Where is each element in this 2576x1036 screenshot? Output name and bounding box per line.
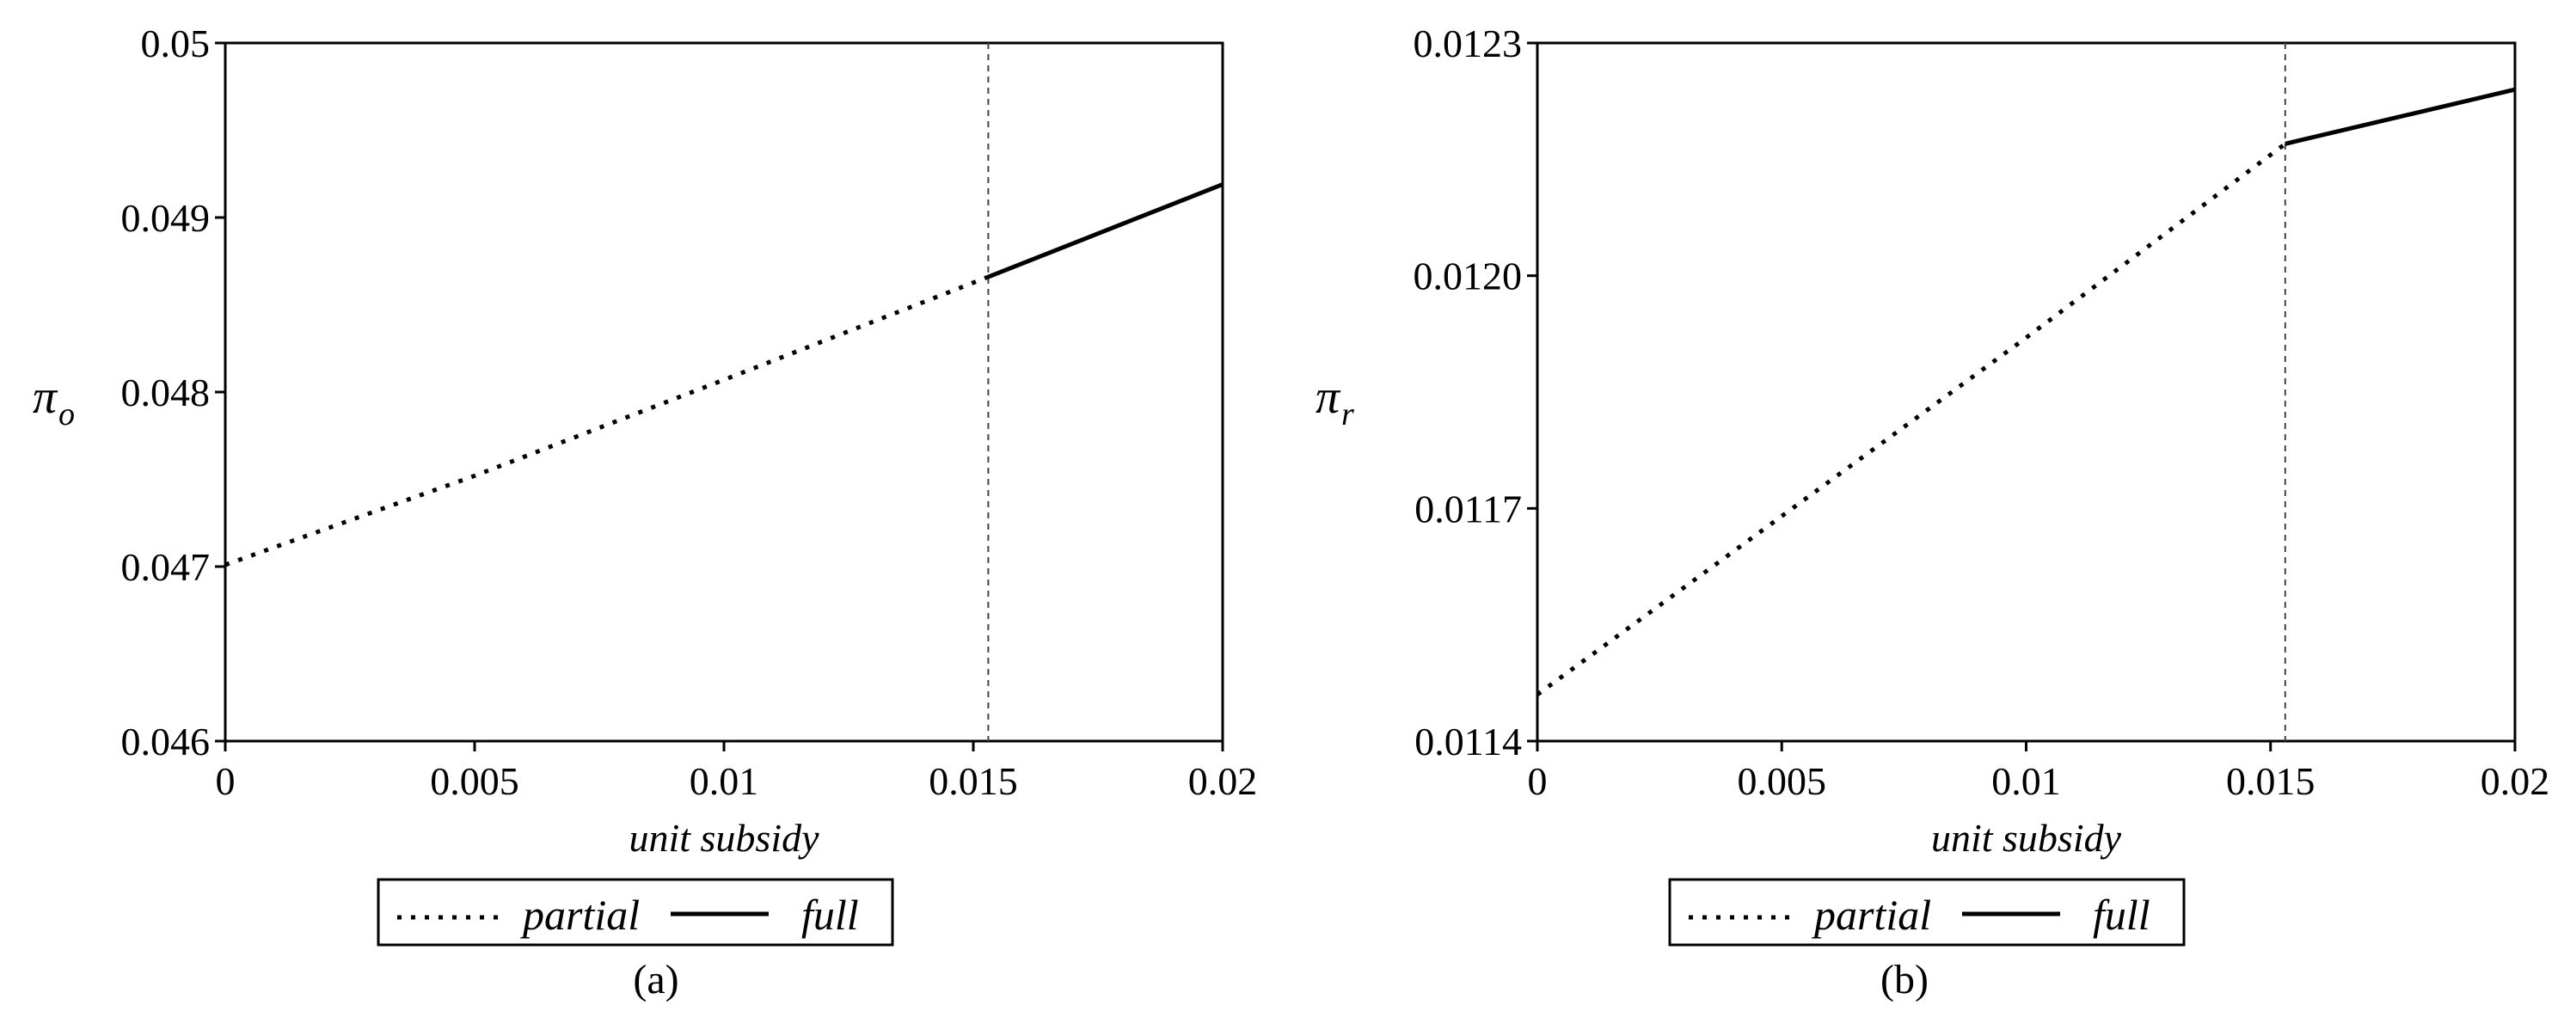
y-tick-label: 0.048 [121, 371, 211, 414]
plot-frame [224, 41, 1224, 743]
x-axis-title: unit subsidy [1931, 816, 2122, 860]
y-tick-label: 0.047 [121, 545, 211, 589]
x-tick-label: 0 [1528, 759, 1548, 803]
y-tick-label: 0.046 [121, 720, 211, 763]
legend-box [377, 878, 894, 947]
y-axis-title: π [1316, 371, 1341, 424]
series-line-partial [224, 274, 990, 567]
legend-label-partial: partial [520, 891, 640, 939]
legend-label-partial: partial [1812, 891, 1931, 939]
legend-label-full: full [801, 891, 859, 939]
y-tick-label: 0.0120 [1414, 254, 1523, 298]
x-tick-label: 0 [216, 759, 236, 803]
x-tick-label: 0.015 [2226, 759, 2315, 803]
x-tick-label: 0.01 [1991, 759, 2061, 803]
y-axis-title-subscript: o [58, 396, 75, 432]
y-axis-title: π [33, 371, 58, 424]
series-line-full [2285, 87, 2516, 146]
panel-caption: (a) [633, 957, 678, 1002]
y-axis-title-subscript: r [1341, 396, 1354, 432]
series-line-full [987, 182, 1224, 279]
legend: partial full [377, 878, 894, 947]
x-tick-label: 0.005 [1738, 759, 1827, 803]
chart-panel-a: 0 0.005 0.01 0.015 0.02 0.046 0.047 0.048 0.049 0… [33, 21, 1257, 1002]
y-tick-label: 0.0123 [1414, 21, 1523, 65]
legend-label-full: full [2093, 891, 2150, 939]
x-tick-label: 0.015 [929, 759, 1018, 803]
x-axis-title: unit subsidy [629, 816, 819, 860]
legend: partial full [1668, 878, 2186, 947]
x-tick-label: 0.02 [1188, 759, 1258, 803]
y-tick-label: 0.049 [121, 196, 211, 240]
panel-caption: (b) [1880, 957, 1929, 1002]
x-tick-label: 0.005 [430, 759, 519, 803]
x-tick-label: 0.01 [690, 759, 759, 803]
plot-frame [1536, 41, 2517, 743]
y-tick-label: 0.0114 [1414, 720, 1522, 763]
y-tick-label: 0.0117 [1414, 487, 1522, 530]
legend-box [1668, 878, 2186, 947]
x-tick-label: 0.02 [2481, 759, 2550, 803]
y-tick-label: 0.05 [141, 21, 211, 65]
chart-panel-b: 0 0.005 0.01 0.015 0.02 0.0114 0.0117 0.0120 0.0… [1316, 21, 2549, 1002]
series-line-partial [1536, 142, 2287, 696]
